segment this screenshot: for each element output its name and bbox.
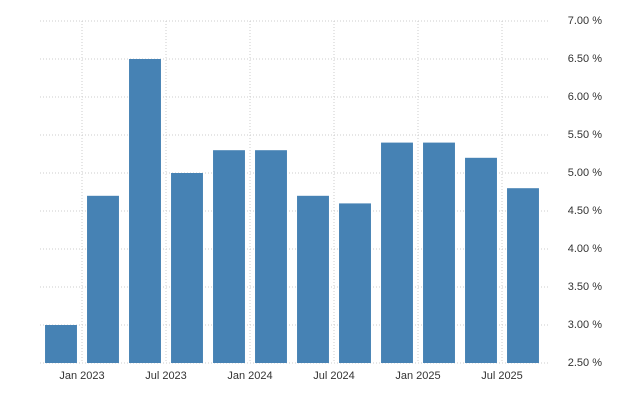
y-tick-label: 7.00 % [568, 15, 602, 27]
bar [507, 188, 539, 363]
bar [465, 157, 497, 363]
y-tick-label: 3.00 % [568, 319, 602, 331]
x-tick-label: Jul 2024 [313, 370, 355, 382]
bar [129, 59, 161, 363]
y-tick-label: 4.50 % [568, 205, 602, 217]
bar [171, 173, 203, 363]
y-tick-label: 6.50 % [568, 53, 602, 65]
x-tick-label: Jan 2023 [59, 370, 104, 382]
y-tick-label: 5.00 % [568, 167, 602, 179]
bar [45, 325, 77, 363]
x-tick-label: Jul 2023 [145, 370, 187, 382]
y-tick-label: 2.50 % [568, 357, 602, 369]
x-tick-label: Jan 2025 [395, 370, 440, 382]
bar [339, 203, 371, 363]
bar [297, 195, 329, 363]
bar [423, 142, 455, 363]
bar [255, 150, 287, 363]
bar [87, 195, 119, 363]
bar [213, 150, 245, 363]
y-tick-label: 6.00 % [568, 91, 602, 103]
bar [381, 142, 413, 363]
x-tick-label: Jan 2024 [227, 370, 272, 382]
x-tick-label: Jul 2025 [481, 370, 523, 382]
y-tick-label: 5.50 % [568, 129, 602, 141]
y-tick-label: 3.50 % [568, 281, 602, 293]
y-tick-label: 4.00 % [568, 243, 602, 255]
